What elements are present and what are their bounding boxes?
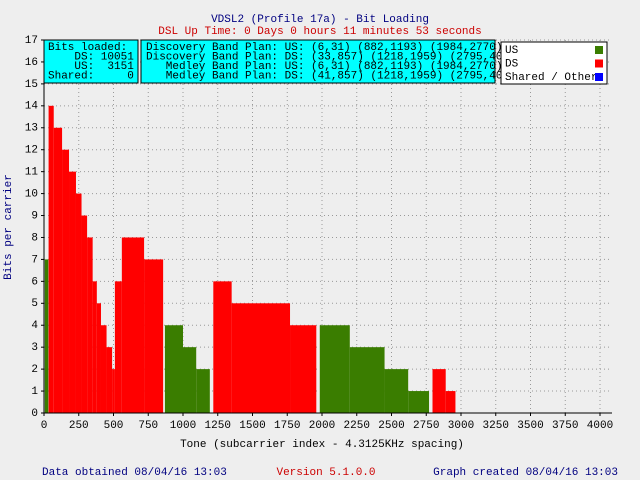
band-plan-box bbox=[140, 39, 496, 84]
bit-bar bbox=[106, 347, 113, 413]
footer-center: Version 5.1.0.0 bbox=[276, 467, 375, 479]
legend-label: Shared / Other bbox=[505, 72, 597, 84]
bit-bar bbox=[112, 369, 115, 413]
chart-subtitle: DSL Up Time: 0 Days 0 hours 11 minutes 5… bbox=[158, 26, 481, 38]
y-tick-label: 14 bbox=[25, 101, 39, 113]
info-box bbox=[43, 39, 139, 84]
legend-swatch bbox=[595, 73, 603, 81]
y-tick-label: 6 bbox=[31, 276, 38, 288]
bit-bar bbox=[44, 259, 49, 413]
band-plan-line: Discovery Band Plan: US: (6,31) (882,119… bbox=[146, 42, 502, 54]
bit-bar bbox=[432, 369, 446, 413]
info-line: US: 3151 bbox=[48, 61, 134, 73]
x-tick-label: 2750 bbox=[413, 420, 439, 432]
y-tick-label: 17 bbox=[25, 35, 38, 47]
bit-bar bbox=[75, 193, 82, 413]
x-tick-label: 750 bbox=[138, 420, 158, 432]
y-tick-label: 10 bbox=[25, 188, 38, 200]
x-tick-label: 2250 bbox=[344, 420, 370, 432]
footer-left: Data obtained 08/04/16 13:03 bbox=[42, 467, 227, 479]
x-tick-label: 250 bbox=[69, 420, 89, 432]
y-tick-label: 2 bbox=[31, 364, 38, 376]
x-tick-label: 1000 bbox=[170, 420, 196, 432]
bit-bar bbox=[290, 325, 317, 413]
y-tick-label: 5 bbox=[31, 298, 38, 310]
bit-bar bbox=[100, 325, 107, 413]
y-tick-label: 15 bbox=[25, 79, 38, 91]
bit-bar bbox=[69, 171, 76, 413]
info-line: Shared: 0 bbox=[48, 70, 134, 82]
y-tick-label: 9 bbox=[31, 210, 38, 222]
bit-bar bbox=[231, 303, 291, 413]
y-tick-label: 1 bbox=[31, 386, 38, 398]
band-plan-line: Medley Band Plan: DS: (41,857) (1218,195… bbox=[146, 70, 522, 82]
y-tick-label: 0 bbox=[31, 408, 38, 420]
bit-bar bbox=[445, 391, 456, 413]
chart-title: VDSL2 (Profile 17a) - Bit Loading bbox=[211, 14, 429, 26]
band-plan-line: Discovery Band Plan: DS: (33,857) (1218,… bbox=[146, 51, 522, 63]
bit-bar bbox=[114, 281, 122, 413]
x-tick-label: 2000 bbox=[309, 420, 335, 432]
legend-label: US bbox=[505, 45, 519, 57]
y-tick-label: 11 bbox=[25, 167, 39, 179]
bit-bar bbox=[144, 259, 164, 413]
x-tick-label: 2500 bbox=[378, 420, 404, 432]
bit-bar bbox=[164, 325, 183, 413]
x-tick-label: 1750 bbox=[274, 420, 300, 432]
footer-right: Graph created 08/04/16 13:03 bbox=[433, 467, 618, 479]
legend-swatch bbox=[595, 59, 603, 68]
x-tick-label: 500 bbox=[104, 420, 124, 432]
x-tick-label: 1500 bbox=[239, 420, 265, 432]
legend-label: DS bbox=[505, 58, 519, 70]
x-tick-label: 1250 bbox=[205, 420, 231, 432]
bit-bar bbox=[62, 149, 70, 414]
bit-bar bbox=[53, 127, 63, 413]
bit-bar bbox=[408, 391, 430, 413]
bit-bar bbox=[87, 237, 93, 413]
bit-bar bbox=[96, 303, 101, 413]
bit-bar bbox=[196, 369, 210, 413]
y-tick-label: 8 bbox=[31, 232, 38, 244]
x-tick-label: 3500 bbox=[517, 420, 543, 432]
x-tick-label: 3000 bbox=[448, 420, 474, 432]
y-tick-label: 3 bbox=[31, 342, 38, 354]
bit-bar bbox=[81, 215, 88, 413]
bit-bar bbox=[121, 237, 145, 413]
bit-bar bbox=[183, 347, 197, 413]
x-tick-label: 3250 bbox=[483, 420, 509, 432]
y-tick-label: 7 bbox=[31, 254, 38, 266]
x-tick-label: 4000 bbox=[587, 420, 613, 432]
y-tick-label: 16 bbox=[25, 57, 38, 69]
x-axis-label: Tone (subcarrier index - 4.3125KHz spaci… bbox=[180, 439, 464, 451]
y-tick-label: 13 bbox=[25, 123, 38, 135]
bit-bar bbox=[48, 105, 54, 413]
y-axis-label: Bits per carrier bbox=[3, 174, 15, 280]
bit-bar bbox=[92, 281, 97, 413]
info-line: DS: 10051 bbox=[48, 51, 134, 63]
x-tick-label: 0 bbox=[41, 420, 48, 432]
y-tick-label: 4 bbox=[31, 320, 38, 332]
bit-bar bbox=[349, 347, 385, 413]
legend-swatch bbox=[595, 46, 603, 54]
info-line: Bits loaded: bbox=[48, 42, 127, 54]
bit-bar bbox=[384, 369, 409, 413]
x-tick-label: 3750 bbox=[552, 420, 578, 432]
y-tick-label: 12 bbox=[25, 145, 38, 157]
legend-box bbox=[500, 41, 608, 85]
band-plan-line: Medley Band Plan: US: (6,31) (882,1193) … bbox=[146, 61, 502, 73]
bit-bar bbox=[319, 325, 350, 413]
bit-bar bbox=[213, 281, 232, 413]
